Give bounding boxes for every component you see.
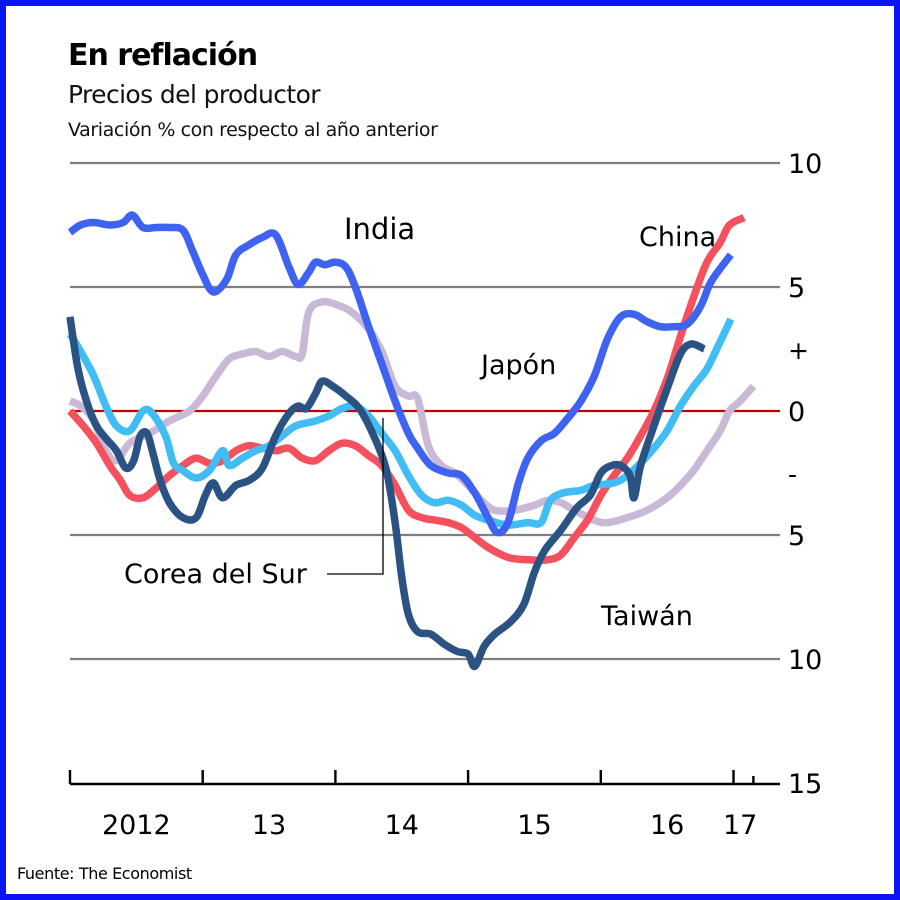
chart-title: En reflación [68,38,258,73]
x-tick-label: 14 [385,810,419,841]
source-note: Fuente: The Economist [17,864,192,883]
y-tick-label: - [788,460,797,489]
series-line-china [67,214,746,565]
x-tick-label: 16 [650,810,684,841]
x-tick-label: 15 [517,810,551,841]
label-taiwan: Taiwán [600,601,693,632]
y-tick-label: 5 [788,273,805,304]
leader-line-corea-del-sur [327,418,384,575]
y-tick-label: 15 [788,769,822,800]
x-axis: 2012 13 14 15 16 17 [68,770,780,841]
series-annotations: India China Japón Corea del Sur Taiwán [124,212,716,632]
series-line-corea-del-sur [66,317,735,529]
series-line-japon [68,297,757,527]
x-tick-label: 17 [723,810,757,841]
chart-subtitle: Precios del productor [68,80,321,109]
label-china: China [639,222,716,253]
y-tick-label: 0 [788,397,805,428]
y-axis-labels: 10 5 +0 - 5 10 15 [788,149,822,800]
chart-units-label: Variación % con respecto al año anterior [68,119,438,141]
x-tick-label: 2012 [102,810,171,841]
y-tick-label: + [788,336,809,365]
y-tick-label: 10 [788,645,822,676]
label-india: India [344,212,415,246]
series-lines [66,211,757,671]
label-japon: Japón [479,350,556,381]
y-tick-label: 5 [788,521,805,552]
series-line-taiwan [66,316,706,671]
label-corea-del-sur: Corea del Sur [124,559,308,590]
series-line-india [67,211,734,537]
y-tick-label: 10 [788,149,822,180]
x-tick-label: 13 [252,810,286,841]
